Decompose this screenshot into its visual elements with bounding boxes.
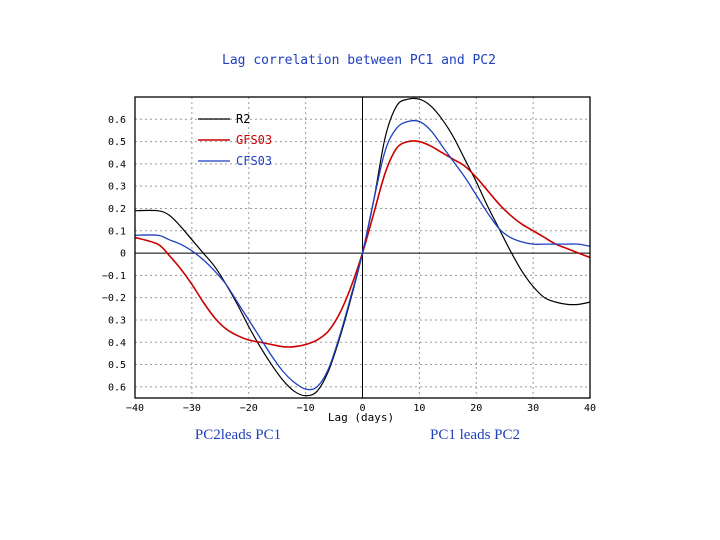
x-tick-label: −40	[126, 403, 144, 414]
legend-label-gfs03: GFS03	[236, 133, 272, 147]
axes	[135, 97, 590, 398]
chart-title: Lag correlation between PC1 and PC2	[222, 53, 496, 68]
y-tick-label: 0.6	[108, 382, 126, 393]
x-tick-label: 20	[470, 403, 482, 414]
y-tick-label: 0.4	[108, 159, 126, 170]
y-tick-label: 0.5	[108, 360, 126, 371]
y-tick-label: −0.2	[102, 293, 126, 304]
y-tick-label: 0.3	[108, 315, 126, 326]
x-tick-label: 40	[584, 403, 596, 414]
legend: R2 GFS03 CFS03	[198, 112, 272, 168]
y-tick-label: 0.2	[108, 204, 126, 215]
y-tick-label: 0.3	[108, 182, 126, 193]
y-tick-label: −0.1	[102, 271, 126, 282]
y-tick-label: 0.5	[108, 137, 126, 148]
y-tick-label: 0.6	[108, 115, 126, 126]
x-axis-label: Lag (days)	[328, 411, 394, 424]
annotation-pc1-leads: PC1 leads PC2	[430, 427, 520, 443]
legend-label-r2: R2	[236, 112, 250, 126]
plot-frame	[134, 96, 591, 399]
y-tick-label: 0.1	[108, 226, 126, 237]
x-tick-label: 0	[359, 403, 365, 414]
series-lines	[134, 97, 591, 397]
x-tick-label: 10	[413, 403, 425, 414]
series-line-cfs03	[134, 119, 591, 391]
x-tick-label: 30	[527, 403, 539, 414]
y-tick-label: 0	[120, 249, 126, 260]
series-line-gfs03	[134, 140, 591, 348]
annotation-pc2-leads: PC2leads PC1	[195, 427, 281, 443]
x-tick-label: −30	[183, 403, 201, 414]
x-tick-label: −20	[240, 403, 258, 414]
legend-label-cfs03: CFS03	[236, 154, 272, 168]
x-tick-label: −10	[297, 403, 315, 414]
y-tick-label: 0.4	[108, 338, 126, 349]
tick-labels: −40 −30 −20 −10 0 10 20 30 40 0.6 0.5 0.4 0.3 0.2 0.1 0…	[102, 115, 596, 414]
